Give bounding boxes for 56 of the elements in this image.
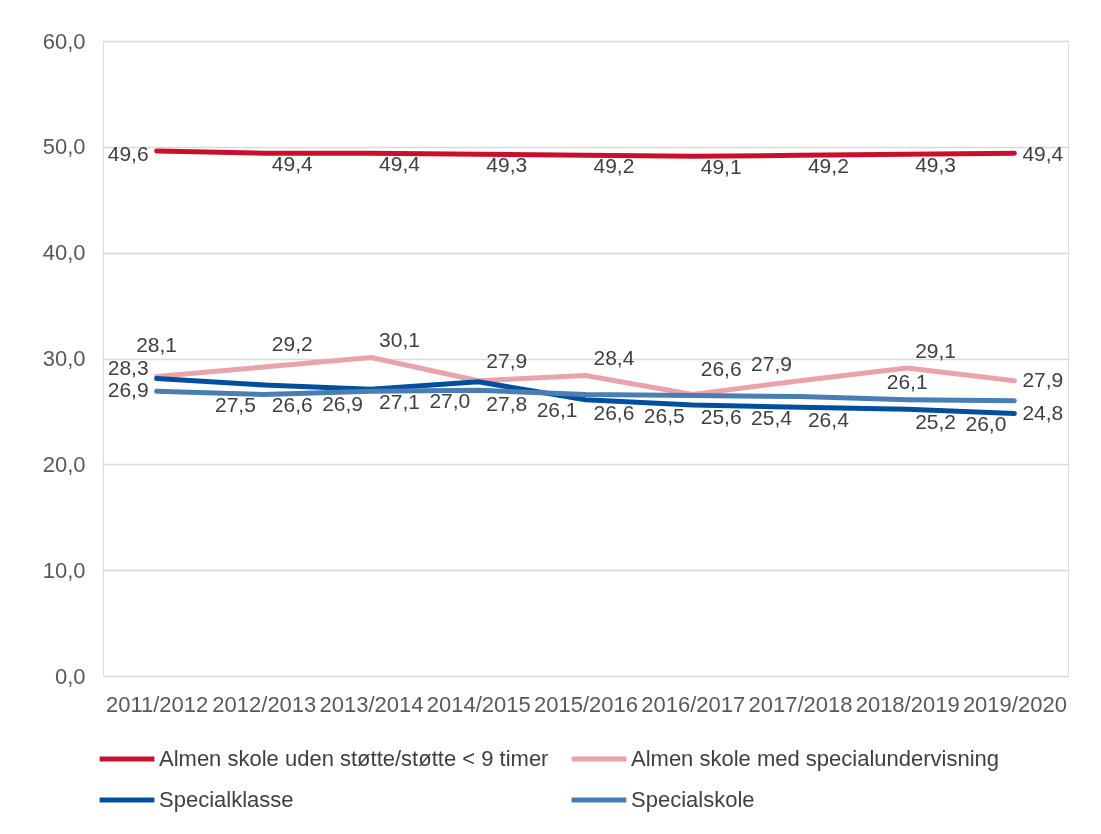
legend-label: Almen skole uden støtte/støtte < 9 timer — [159, 746, 549, 771]
data-label: 27,9 — [1022, 367, 1064, 391]
data-label: 26,5 — [643, 403, 685, 427]
data-label: 26,6 — [593, 401, 635, 425]
data-label: 49,4 — [271, 152, 314, 176]
data-label: 27,9 — [486, 348, 528, 372]
x-tick-label: 2012/2013 — [212, 691, 317, 717]
data-label: 27,8 — [486, 391, 528, 415]
data-label: 26,1 — [536, 397, 578, 421]
data-label: 29,2 — [271, 331, 313, 355]
y-tick-label: 50,0 — [42, 134, 86, 160]
data-label: 49,2 — [807, 154, 849, 178]
data-label: 27,1 — [379, 390, 420, 414]
x-tick-label: 2014/2015 — [426, 691, 531, 717]
data-label: 24,8 — [1022, 400, 1064, 424]
data-label: 25,6 — [700, 405, 742, 429]
y-tick-label: 10,0 — [42, 557, 86, 583]
x-tick-label: 2011/2012 — [105, 691, 209, 717]
x-tick-label: 2018/2019 — [855, 691, 960, 717]
data-label: 27,5 — [214, 392, 256, 416]
data-label: 27,0 — [429, 389, 471, 413]
x-tick-label: 2016/2017 — [641, 691, 746, 717]
data-label: 49,3 — [915, 153, 957, 177]
legend-label: Almen skole med specialundervisning — [631, 746, 1000, 771]
data-label: 28,1 — [136, 332, 178, 356]
x-tick-label: 2015/2016 — [534, 691, 638, 717]
data-label: 49,2 — [593, 154, 635, 178]
data-label: 26,1 — [886, 369, 928, 393]
data-label: 26,9 — [322, 392, 364, 416]
x-tick-label: 2013/2014 — [319, 691, 424, 717]
legend-label: Specialskole — [631, 787, 755, 812]
data-label: 26,4 — [807, 407, 850, 431]
data-label: 27,9 — [751, 351, 792, 375]
data-label: 49,3 — [486, 153, 528, 177]
data-label: 25,2 — [915, 410, 957, 434]
y-tick-label: 60,0 — [42, 28, 86, 54]
x-tick-label: 2019/2020 — [962, 691, 1067, 717]
y-tick-label: 40,0 — [42, 240, 86, 266]
data-label: 26,6 — [700, 357, 742, 381]
data-label: 26,6 — [271, 393, 313, 417]
data-label: 49,1 — [700, 155, 742, 179]
data-label: 26,9 — [107, 378, 149, 402]
data-label: 28,3 — [107, 356, 149, 380]
data-label: 25,4 — [751, 406, 793, 430]
y-tick-label: 0,0 — [54, 663, 86, 689]
y-tick-label: 20,0 — [42, 451, 86, 477]
data-label: 30,1 — [379, 328, 420, 352]
data-label: 49,6 — [107, 142, 149, 166]
data-label: 28,4 — [593, 346, 635, 370]
data-label: 29,1 — [915, 339, 957, 363]
data-label: 49,4 — [379, 152, 421, 176]
data-label: 49,4 — [1022, 142, 1064, 166]
data-label: 26,0 — [965, 411, 1007, 435]
x-tick-label: 2017/2018 — [748, 691, 853, 717]
y-tick-label: 30,0 — [42, 346, 86, 371]
legend-label: Specialklasse — [159, 787, 294, 812]
